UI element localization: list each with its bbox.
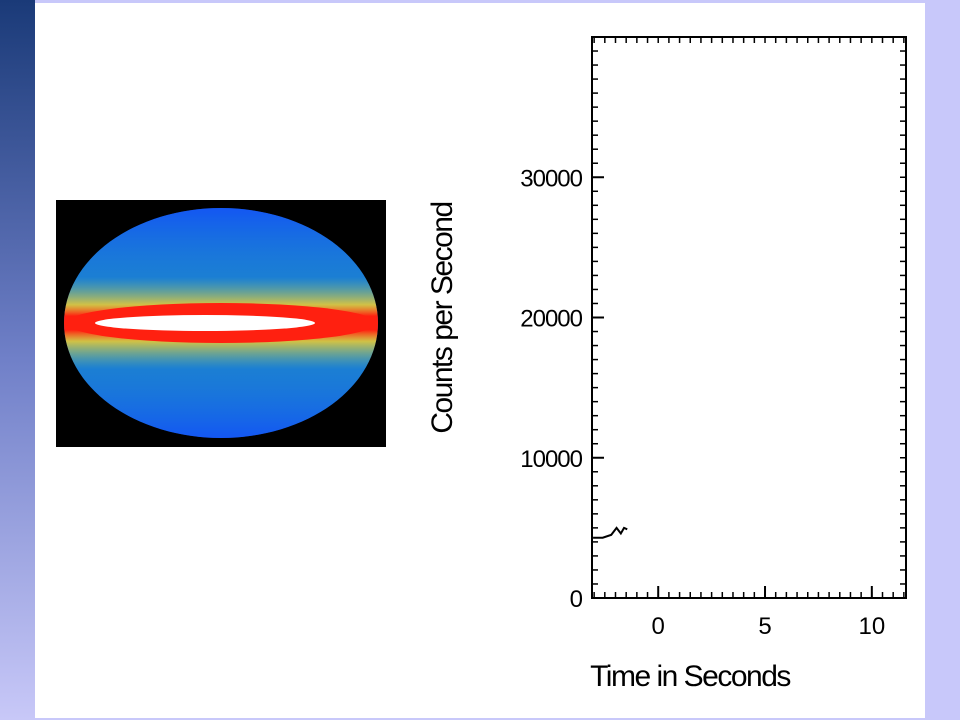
y-tick-label: 20000	[520, 306, 582, 333]
x-tick-label: 0	[652, 613, 665, 640]
sky-map-image	[56, 200, 386, 447]
x-tick-label: 5	[758, 613, 771, 640]
x-tick-label: 10	[858, 613, 885, 640]
y-axis-label: Counts per Second	[426, 202, 459, 433]
chart: Time in Seconds Counts per Second 0 10000…	[426, 36, 907, 693]
left-bar	[0, 0, 35, 720]
x-axis-label: Time in Seconds	[590, 660, 790, 693]
y-tick-label: 0	[570, 586, 583, 613]
galactic-core	[95, 315, 315, 331]
data-line	[593, 526, 628, 539]
y-tick-label: 10000	[520, 446, 582, 473]
y-tick-label: 30000	[520, 165, 582, 192]
